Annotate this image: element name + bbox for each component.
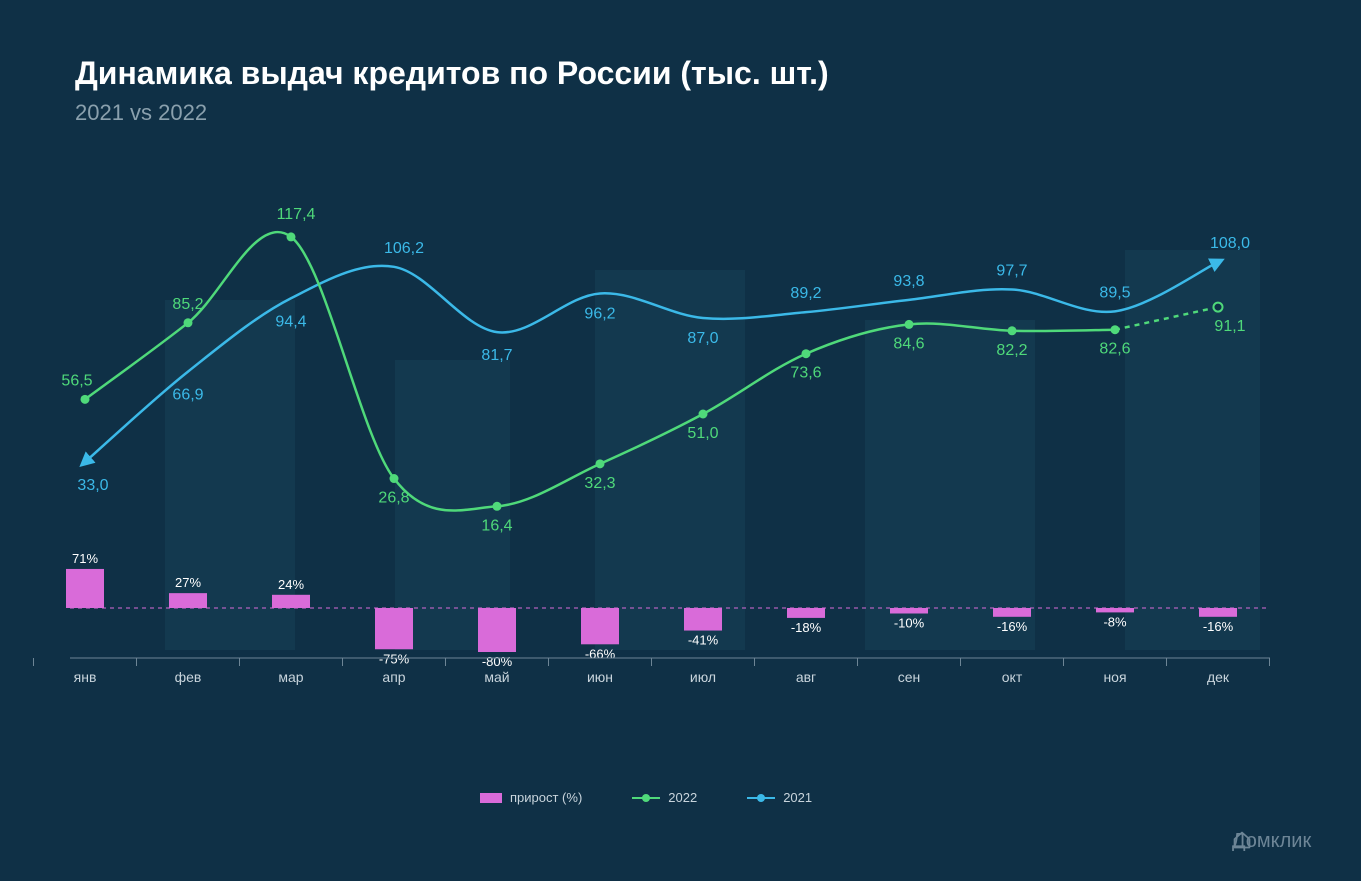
bg-building xyxy=(595,270,745,650)
month-label: фев xyxy=(175,669,202,685)
growth-label: -75% xyxy=(379,651,410,666)
growth-label: -66% xyxy=(585,646,616,661)
growth-label: 71% xyxy=(72,551,98,566)
series-2021-value-label: 106,2 xyxy=(384,240,424,257)
series-2022-value-label: 51,0 xyxy=(687,425,718,442)
growth-bar xyxy=(993,608,1031,617)
series-2022-point xyxy=(81,395,90,404)
growth-bar xyxy=(684,608,722,631)
growth-bar xyxy=(272,595,310,608)
growth-label: -18% xyxy=(791,620,822,635)
series-2022-point xyxy=(1214,303,1223,312)
growth-label: -41% xyxy=(688,633,719,648)
series-2021-value-label: 89,5 xyxy=(1099,284,1130,301)
month-label: окт xyxy=(1002,669,1023,685)
series-2022-value-label: 26,8 xyxy=(378,490,409,507)
series-2022-value-label: 85,2 xyxy=(172,296,203,313)
series-2022-point xyxy=(390,474,399,483)
series-2021-value-label: 93,8 xyxy=(893,273,924,290)
series-2022-value-label: 32,3 xyxy=(584,475,615,492)
legend-item: прирост (%) xyxy=(480,790,582,805)
growth-bar xyxy=(375,608,413,649)
month-label: сен xyxy=(898,669,921,685)
month-label: дек xyxy=(1207,669,1230,685)
legend-swatch xyxy=(480,793,502,803)
growth-bar xyxy=(890,608,928,614)
series-2022-value-label: 16,4 xyxy=(481,517,512,534)
growth-bar xyxy=(581,608,619,644)
growth-bar xyxy=(1096,608,1134,612)
chart-legend: прирост (%) 2022 2021 xyxy=(480,790,812,805)
growth-label: -16% xyxy=(997,619,1028,634)
brand-logo: Домклик xyxy=(1232,830,1311,853)
month-label: ноя xyxy=(1103,669,1126,685)
growth-bar xyxy=(66,569,104,608)
series-2022-value-label: 73,6 xyxy=(790,365,821,382)
chart-canvas: 71% 27% 24% -75% -80% -66% -41% -18% -10% -16% -8%… xyxy=(0,0,1361,881)
legend-swatch xyxy=(632,797,660,799)
growth-label: -10% xyxy=(894,616,925,631)
series-2021-value-label: 87,0 xyxy=(687,330,718,347)
series-2021-value-label: 108,0 xyxy=(1210,235,1250,252)
series-2022-value-label: 82,6 xyxy=(1099,341,1130,358)
legend-label: 2022 xyxy=(668,790,697,805)
series-2022-point xyxy=(905,320,914,329)
month-label: авг xyxy=(796,669,816,685)
month-label: июн xyxy=(587,669,613,685)
growth-label: 27% xyxy=(175,575,201,590)
series-2022-value-label: 56,5 xyxy=(61,372,92,389)
growth-bar xyxy=(787,608,825,618)
series-2022-value-label: 82,2 xyxy=(996,342,1027,359)
month-label: мар xyxy=(278,669,303,685)
series-2022-value-label: 91,1 xyxy=(1214,318,1245,335)
series-2022-point xyxy=(596,459,605,468)
legend-item: 2021 xyxy=(747,790,812,805)
growth-label: 24% xyxy=(278,577,304,592)
legend-item: 2022 xyxy=(632,790,697,805)
legend-label: прирост (%) xyxy=(510,790,582,805)
series-2021-value-label: 94,4 xyxy=(275,313,306,330)
growth-bar xyxy=(478,608,516,652)
bg-building xyxy=(865,320,1035,650)
legend-swatch xyxy=(747,797,775,799)
chart-title: Динамика выдач кредитов по России (тыс. … xyxy=(75,55,829,92)
series-2022-point xyxy=(1008,326,1017,335)
series-2021-value-label: 97,7 xyxy=(996,262,1027,279)
series-2022-point xyxy=(1111,325,1120,334)
series-2022-point xyxy=(802,349,811,358)
series-2021-value-label: 96,2 xyxy=(584,305,615,322)
bg-building xyxy=(1125,250,1260,650)
month-label: май xyxy=(484,669,509,685)
legend-label: 2021 xyxy=(783,790,812,805)
growth-bar xyxy=(169,593,207,608)
series-2022-point xyxy=(287,232,296,241)
series-2021-value-label: 89,2 xyxy=(790,285,821,302)
growth-bar xyxy=(1199,608,1237,617)
chart-subtitle: 2021 vs 2022 xyxy=(75,100,207,126)
series-2022-point xyxy=(699,410,708,419)
growth-label: -8% xyxy=(1103,614,1127,629)
series-2022-point xyxy=(493,502,502,511)
series-2021-value-label: 66,9 xyxy=(172,387,203,404)
series-2022-point xyxy=(184,318,193,327)
series-2021-value-label: 33,0 xyxy=(77,477,108,494)
growth-label: -16% xyxy=(1203,619,1234,634)
growth-label: -80% xyxy=(482,654,513,669)
month-label: июл xyxy=(690,669,716,685)
month-label: апр xyxy=(382,669,405,685)
month-label: янв xyxy=(74,669,97,685)
series-2021-value-label: 81,7 xyxy=(481,347,512,364)
series-2022-value-label: 84,6 xyxy=(893,335,924,352)
house-icon xyxy=(1232,830,1252,850)
series-2022-value-label: 117,4 xyxy=(277,206,316,223)
